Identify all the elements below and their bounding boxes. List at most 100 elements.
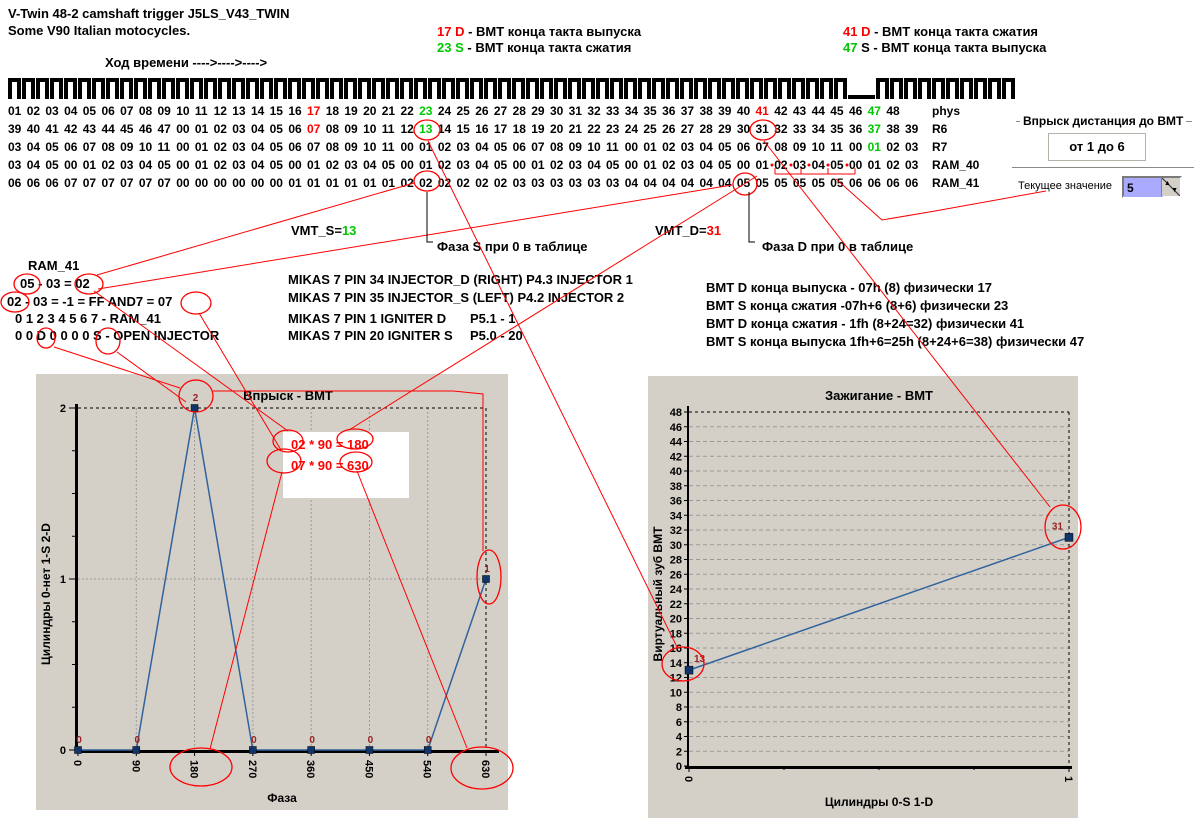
- row-cell: 03: [232, 140, 246, 154]
- row-cell: 06: [512, 140, 526, 154]
- row-cell: 06: [64, 140, 78, 154]
- row-cell: 02: [774, 158, 788, 172]
- row-cell: 04: [250, 122, 265, 136]
- wheel-tooth: [778, 78, 791, 99]
- svg-text:4: 4: [676, 732, 683, 744]
- row-cell: 00: [250, 176, 265, 190]
- row-cell: 41: [45, 122, 59, 136]
- row-cell: 09: [120, 140, 134, 154]
- row-cell: 02: [213, 140, 227, 154]
- row-cell: 11: [157, 140, 171, 154]
- row-cell: 32: [587, 104, 601, 118]
- spin-up-icon[interactable]: ▲: [1164, 180, 1171, 187]
- row-cell: 01: [194, 122, 209, 136]
- row-cell: 19: [531, 122, 545, 136]
- row-cell: 02: [549, 158, 564, 172]
- row-cell: 04: [718, 176, 732, 190]
- row-cell: 43: [82, 122, 97, 136]
- row-cell: 23: [419, 104, 433, 118]
- mikas-line: MIKAS 7 PIN 1 IGNITER D P5.1 - 1: [288, 311, 516, 326]
- row-cell: 20: [549, 122, 564, 136]
- wheel-tooth: [288, 78, 301, 99]
- row-cell: 14: [250, 104, 265, 118]
- row-cell: 32: [774, 122, 788, 136]
- wheel-tooth: [400, 78, 413, 99]
- row-cell: 02: [437, 158, 452, 172]
- wheel-tooth: [890, 78, 903, 99]
- row-cell: 23: [606, 122, 620, 136]
- row-cell: 29: [531, 104, 545, 118]
- wheel-tooth: [512, 78, 525, 99]
- row-cell: 08: [138, 104, 153, 118]
- row-cell: 03: [8, 140, 22, 154]
- wheel-tooth: [624, 78, 637, 99]
- calc-line: 05 - 03 = 02: [20, 276, 90, 291]
- wheel-tooth: [232, 78, 245, 99]
- svg-text:0: 0: [251, 735, 257, 746]
- row-cell: 16: [288, 104, 302, 118]
- row-cell: 27: [680, 122, 695, 136]
- mikas-line: MIKAS 7 PIN 34 INJECTOR_D (RIGHT) P4.3 I…: [288, 272, 633, 287]
- current-value-input[interactable]: [1124, 178, 1163, 197]
- svg-text:Фаза: Фаза: [267, 791, 297, 805]
- ignition-chart: 0 2 4 6 8 10 12 14 16 18 20 22 24 26 28 30 32 34 36 38 40 42 4…: [648, 376, 1078, 823]
- row-cell: 08: [325, 122, 340, 136]
- injection-chart: 0 90 180 270 360 450 540 630 0 1 2 0 0 2 0 0 0 0 1 Впрыск -…: [36, 374, 508, 815]
- row-cell: 05: [606, 158, 620, 172]
- row-cell: 00: [400, 140, 414, 154]
- row-cell: 33: [792, 122, 807, 136]
- wheel-tooth: [358, 78, 371, 99]
- wheel-tooth: [260, 78, 273, 99]
- row-cell: 18: [325, 104, 340, 118]
- row-cell: 02: [662, 140, 676, 154]
- row-cell: 01: [867, 158, 881, 172]
- mikas-line: MIKAS 7 PIN 20 IGNITER S P5.0 - 20: [288, 328, 523, 343]
- mikas-port-label: P5.1 - 1: [470, 311, 516, 326]
- row-cell: 15: [456, 122, 470, 136]
- wheel-tooth: [736, 78, 749, 99]
- spin-down-icon[interactable]: ▼: [1171, 187, 1178, 194]
- row-cell: 03: [568, 158, 582, 172]
- row-cell: 31: [755, 122, 769, 136]
- mikas-line: MIKAS 7 PIN 35 INJECTOR_S (LEFT) P4.2 IN…: [288, 290, 625, 305]
- row-cell: 40: [736, 104, 751, 118]
- svg-text:450: 450: [362, 760, 374, 778]
- row-cell: 47: [157, 122, 171, 136]
- row-cell: 04: [587, 158, 601, 172]
- row-cell: 03: [512, 176, 526, 190]
- row-cell: 05: [811, 176, 825, 190]
- svg-text:0: 0: [676, 761, 682, 773]
- wheel-tooth: [610, 78, 623, 99]
- row-cell: 02: [886, 158, 900, 172]
- phase-s-note: Фаза S при 0 в таблице: [437, 239, 588, 254]
- groupbox-title: Впрыск дистанция до ВМТ: [1020, 114, 1187, 128]
- timing-row-r6: 39 40 41 42 43 44 45 46 47 00 01 02 03 04 05 06 07 08 09 10…: [8, 122, 947, 140]
- wheel-tooth: [484, 78, 497, 99]
- bmt-line: ВМТ S конца сжатия -07h+6 (8+6) физическ…: [706, 298, 1009, 313]
- row-cell: 01: [643, 158, 657, 172]
- row-cell: 01: [419, 158, 433, 172]
- wheel-tooth: [764, 78, 777, 99]
- row-cell: 05: [269, 158, 283, 172]
- row-cell: 06: [886, 176, 900, 190]
- svg-text:31: 31: [1052, 521, 1064, 532]
- row-cell: 06: [288, 122, 302, 136]
- row-cell: 17: [493, 122, 508, 136]
- wheel-tooth: [372, 78, 385, 99]
- row-cell: 45: [120, 122, 134, 136]
- row-cell: 06: [8, 176, 22, 190]
- row-cell: 39: [718, 104, 732, 118]
- timing-row-phys: 01 02 03 04 05 06 07 08 09 10 11 12 13 14 15 16 17 18 19 20…: [8, 104, 960, 122]
- svg-text:2: 2: [676, 746, 682, 758]
- legend-left: 17 D - ВМТ конца такта выпуска 23 S - ВМТ…: [437, 24, 641, 56]
- wheel-tooth: [78, 78, 91, 99]
- row-cell: 33: [606, 104, 620, 118]
- svg-text:0: 0: [682, 776, 694, 782]
- row-cell: 08: [325, 140, 340, 154]
- row-cell: 03: [905, 140, 919, 154]
- wheel-tooth: [64, 78, 77, 99]
- svg-text:360: 360: [304, 760, 316, 778]
- row-cell: 03: [8, 158, 22, 172]
- wheel-tooth: [918, 78, 931, 99]
